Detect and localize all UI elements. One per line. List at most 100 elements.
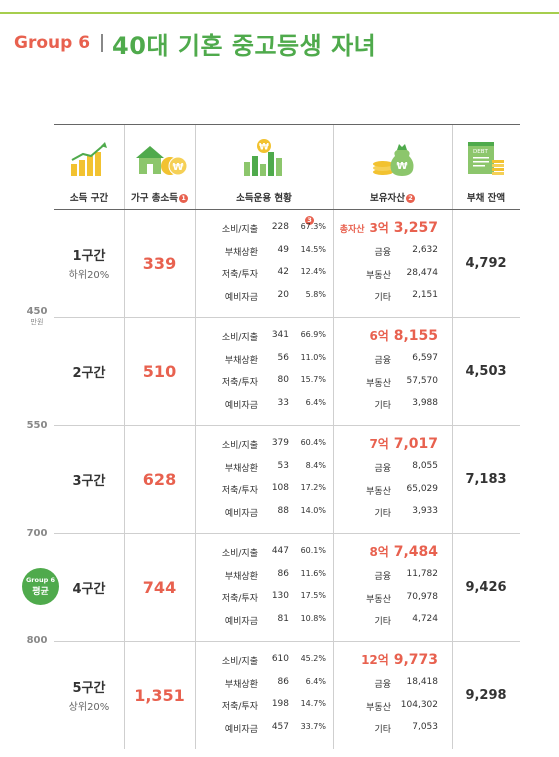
asset-total: 6억 8,155 <box>369 327 438 344</box>
uses-amount: 447 <box>271 546 289 556</box>
asset-row: 부동산 57,570 <box>333 376 452 390</box>
asset-label: 부동산 <box>366 702 391 713</box>
uses-label: 소비/지출 <box>221 225 258 235</box>
asset-label: 부동산 <box>366 270 391 281</box>
row-divider <box>54 317 520 318</box>
uses-percent: 60.1% <box>300 546 326 555</box>
uses-label: 부채상환 <box>224 247 258 258</box>
asset-total: 7억 7,017 <box>369 435 438 452</box>
uses-amount: 88 <box>277 505 289 516</box>
asset-value: 57,570 <box>406 375 439 386</box>
uses-percent: 60.4% <box>300 438 326 447</box>
uses-row: 예비자금 20 5.8% <box>195 290 333 304</box>
uses-label: 저축/투자 <box>221 378 258 388</box>
income-value: 510 <box>142 361 177 381</box>
uses-row: 저축/투자 80 15.7% <box>195 375 333 389</box>
asset-label: 금융 <box>374 248 391 258</box>
asset-row: 금융 6,597 <box>333 353 452 367</box>
asset-label: 기타 <box>374 617 391 627</box>
uses-percent: 6.4% <box>305 397 326 407</box>
income-value: 744 <box>142 577 177 597</box>
note-badge: 3 <box>305 216 314 225</box>
title-divider <box>101 34 104 52</box>
uses-row: 저축/투자 130 17.5% <box>195 591 333 605</box>
asset-label: 기타 <box>374 509 391 519</box>
uses-amount: 49 <box>277 244 289 255</box>
uses-label: 소비/지출 <box>221 333 258 343</box>
uses-label: 부채상환 <box>224 679 258 690</box>
asset-value: 104,302 <box>400 699 438 710</box>
band-name: 2구간 <box>72 365 106 381</box>
column-divider <box>452 124 453 749</box>
debt-value: 4,503 <box>465 363 507 379</box>
svg-text:₩: ₩ <box>172 162 183 173</box>
uses-amount: 80 <box>277 375 289 385</box>
debt-document-icon: DEBT <box>464 136 508 178</box>
uses-row: 예비자금 81 10.8% <box>195 614 333 628</box>
debt-value: 9,426 <box>465 579 507 595</box>
asset-value: 3,988 <box>412 398 438 408</box>
group-label: Group 6 <box>14 33 91 53</box>
header-debt: DEBT 부채 잔액 <box>452 124 520 209</box>
uses-amount: 33 <box>277 397 289 408</box>
table-row: 2구간 510 소비/지출 341 66.9% 부채상환 56 11.0% 저축/투자 80 15.… <box>54 317 520 425</box>
header-income: ₩ 가구 총소득 1 <box>124 124 195 209</box>
uses-row: 예비자금 457 33.7% <box>195 722 333 736</box>
header-band-label: 소득 구간 <box>69 193 109 204</box>
growth-chart-icon <box>69 136 109 178</box>
band-name: 4구간 <box>72 581 106 597</box>
uses-amount: 56 <box>277 352 289 363</box>
uses-percent: 14.5% <box>300 244 326 254</box>
uses-row: 소비/지출 379 60.4% <box>195 438 333 452</box>
uses-label: 부채상환 <box>224 571 258 582</box>
band-cell: 4구간 <box>54 533 124 641</box>
asset-label: 부동산 <box>366 594 391 605</box>
table-row: 4구간 744 소비/지출 447 60.1% 부채상환 86 11.6% 저축/투자 130 17… <box>54 533 520 641</box>
asset-total-value: 9,773 <box>393 652 438 668</box>
asset-row: 기타 4,724 <box>333 614 452 628</box>
header-band: 소득 구간 <box>54 124 124 209</box>
debt-value: 4,792 <box>465 255 507 271</box>
uses-row: 부채상환 49 14.5% <box>195 245 333 259</box>
band-sub: 하위20% <box>68 270 110 281</box>
asset-label: 부동산 <box>366 486 391 497</box>
uses-row: 소비/지출 447 60.1% <box>195 546 333 560</box>
axis-label-700: 700 <box>26 528 48 539</box>
band-name: 5구간 <box>72 681 106 696</box>
table-row: 1구간 하위20% 339 3 소비/지출 228 67.3% 부채상환 49 14.5% 저축/투… <box>54 209 520 317</box>
uses-row: 소비/지출 228 67.3% <box>195 222 333 236</box>
axis-label-550: 550 <box>26 420 48 431</box>
uses-amount: 53 <box>277 460 289 471</box>
income-value: 339 <box>142 253 177 273</box>
summary-table: 소득 구간 ₩ 가구 총소득 1 ₩ <box>54 124 520 749</box>
asset-value: 4,724 <box>412 614 438 624</box>
asset-eok: 12억 <box>361 653 389 667</box>
money-bag-icon: ₩ <box>369 136 417 178</box>
header-assets-label: 보유자산 2 <box>370 190 415 204</box>
debt-value: 7,183 <box>465 471 507 487</box>
band-cell: 3구간 <box>54 425 124 533</box>
page-title: Group 6 40대 기혼 중고등생 자녀 <box>14 26 376 60</box>
column-divider <box>195 124 196 749</box>
row-divider <box>54 641 520 642</box>
asset-total-value: 7,017 <box>393 436 438 452</box>
asset-row: 금융 2,632 <box>333 245 452 259</box>
assets-cell: 8억 7,484 금융 11,782 부동산 70,978 기타 4,724 <box>333 533 452 641</box>
uses-label: 저축/투자 <box>221 702 258 712</box>
asset-value: 2,151 <box>412 290 438 300</box>
asset-eok: 8억 <box>369 545 389 559</box>
asset-label: 부동산 <box>366 378 391 389</box>
asset-row: 금융 8,055 <box>333 461 452 475</box>
debt-value: 9,298 <box>465 687 507 703</box>
uses-percent: 33.7% <box>300 721 326 731</box>
note-badge: 1 <box>179 194 188 203</box>
uses-percent: 14.0% <box>300 505 326 515</box>
asset-row: 부동산 104,302 <box>333 700 452 714</box>
asset-row: 기타 7,053 <box>333 722 452 736</box>
uses-percent: 10.8% <box>300 613 326 623</box>
table-row: 5구간 상위20% 1,351 소비/지출 610 45.2% 부채상환 86 6.4% 저축/투… <box>54 641 520 749</box>
uses-label: 예비자금 <box>224 724 258 735</box>
asset-value: 6,597 <box>412 353 438 363</box>
asset-total-label: 총자산 <box>339 225 365 235</box>
uses-label: 부채상환 <box>224 355 258 366</box>
